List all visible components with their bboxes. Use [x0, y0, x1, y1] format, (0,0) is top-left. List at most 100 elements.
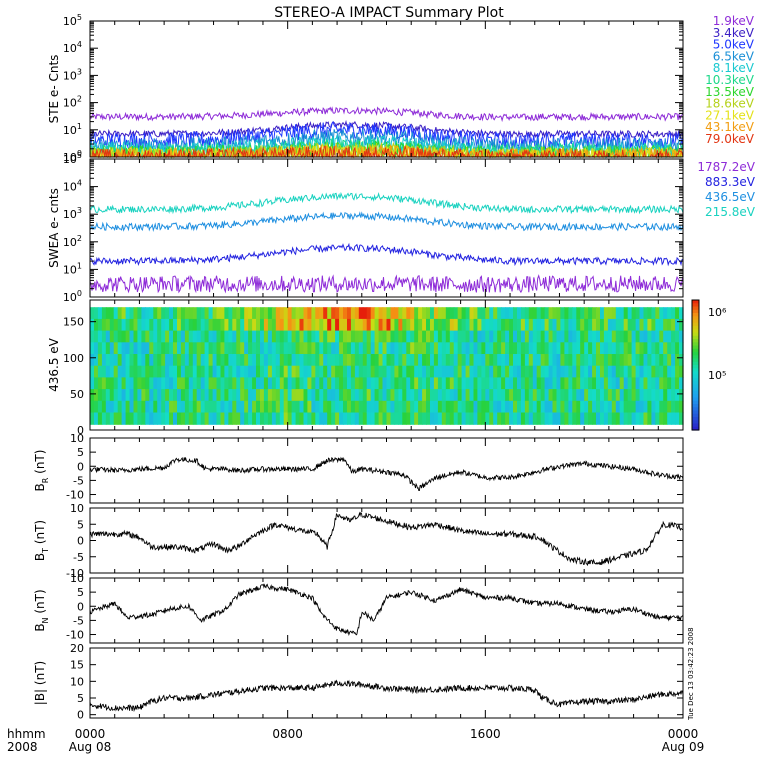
heatmap-cell — [169, 412, 174, 425]
heatmap-cell — [129, 400, 135, 414]
heatmap-cell — [505, 342, 510, 355]
heatmap-cell — [200, 330, 206, 343]
heatmap-cell — [433, 342, 439, 355]
heatmap-cell — [505, 400, 510, 414]
heatmap-cell — [651, 354, 656, 367]
heatmap-cell — [481, 400, 486, 414]
heatmap-cell — [149, 400, 154, 414]
heatmap-cell — [386, 400, 392, 414]
heatmap-cell — [524, 342, 530, 355]
colorbar-cell — [692, 309, 699, 314]
heatmap-cell — [315, 389, 320, 402]
heatmap-cell — [283, 389, 289, 402]
heatmap-cell — [94, 330, 99, 343]
heatmap-cell — [607, 307, 613, 320]
heatmap-cell — [192, 307, 198, 320]
heatmap-cell — [445, 354, 451, 367]
series-line-215.8eV — [89, 191, 684, 215]
heatmap-cell — [544, 318, 550, 332]
heatmap-cell — [596, 342, 601, 355]
heatmap-cell — [390, 400, 396, 414]
heatmap-cell — [169, 330, 174, 343]
side-timestamp: Tue Dec 13 03:42:23 2008 — [687, 627, 695, 721]
heatmap-cell — [204, 389, 210, 402]
heatmap-cell — [406, 389, 411, 402]
heatmap-cell — [406, 307, 411, 320]
heatmap-cell — [651, 318, 656, 332]
heatmap-cell — [457, 365, 463, 378]
heatmap-cell — [560, 318, 565, 332]
heatmap-cell — [402, 377, 407, 390]
heatmap-cell — [335, 318, 340, 332]
colorbar-cell — [692, 374, 699, 379]
heatmap-cell — [260, 330, 265, 343]
heatmap-cell — [623, 365, 629, 378]
heatmap-cell — [295, 412, 301, 425]
y-tick-label: 102 — [63, 234, 82, 249]
heatmap-cell — [520, 342, 526, 355]
heatmap-cell — [572, 330, 577, 343]
heatmap-cell — [90, 342, 95, 355]
heatmap-cell — [528, 412, 534, 425]
y-tick-label: 105 — [63, 151, 82, 166]
heatmap-cell — [109, 318, 115, 332]
heatmap-cell — [208, 389, 214, 402]
heatmap-cell — [279, 342, 285, 355]
heatmap-cell — [141, 342, 146, 355]
heatmap-cell — [607, 377, 613, 390]
heatmap-cell — [236, 307, 241, 320]
heatmap-cell — [319, 318, 324, 332]
heatmap-cell — [607, 318, 613, 332]
heatmap-cell — [240, 354, 245, 367]
heatmap-cell — [536, 389, 542, 402]
heatmap-cell — [422, 365, 427, 378]
heatmap-cell — [548, 354, 554, 367]
heatmap-cell — [94, 412, 99, 425]
heatmap-cell — [307, 377, 312, 390]
heatmap-cell — [271, 307, 277, 320]
heatmap-cell — [552, 318, 558, 332]
heatmap-cell — [457, 330, 463, 343]
heatmap-cell — [303, 377, 309, 390]
heatmap-cell — [109, 400, 115, 414]
heatmap-cell — [671, 330, 676, 343]
heatmap-cell — [564, 354, 569, 367]
heatmap-cell — [362, 400, 368, 414]
heatmap-cell — [101, 354, 107, 367]
heatmap-cell — [465, 389, 471, 402]
heatmap-cell — [129, 354, 135, 367]
heatmap-cell — [607, 400, 613, 414]
heatmap-cell — [544, 365, 550, 378]
heatmap-cell — [335, 400, 340, 414]
heatmap-cell — [572, 318, 577, 332]
heatmap-cell — [113, 318, 119, 332]
heatmap-cell — [370, 412, 376, 425]
heatmap-cell — [635, 330, 641, 343]
heatmap-cell — [639, 412, 645, 425]
heatmap-cell — [572, 389, 577, 402]
heatmap-cell — [461, 365, 467, 378]
heatmap-cell — [228, 318, 233, 332]
colorbar-label-mid: 10⁵ — [708, 369, 726, 382]
heatmap-cell — [252, 389, 257, 402]
heatmap-cell — [244, 377, 249, 390]
series-line-1787.2eV — [89, 274, 684, 294]
heatmap-cell — [105, 354, 111, 367]
heatmap-cell — [354, 365, 360, 378]
heatmap-cell — [303, 389, 309, 402]
heatmap-cell — [125, 354, 131, 367]
colorbar-cell — [692, 410, 699, 415]
heatmap-cell — [374, 342, 380, 355]
heatmap-cell — [236, 400, 241, 414]
heatmap-cell — [643, 330, 649, 343]
heatmap-cell — [169, 318, 174, 332]
heatmap-cell — [149, 354, 154, 367]
colorbar-cell — [692, 404, 699, 408]
heatmap-cell — [552, 365, 558, 378]
heatmap-cell — [410, 377, 415, 390]
heatmap-cell — [153, 342, 158, 355]
heatmap-cell — [200, 342, 206, 355]
heatmap-cell — [184, 389, 190, 402]
heatmap-cell — [473, 400, 479, 414]
